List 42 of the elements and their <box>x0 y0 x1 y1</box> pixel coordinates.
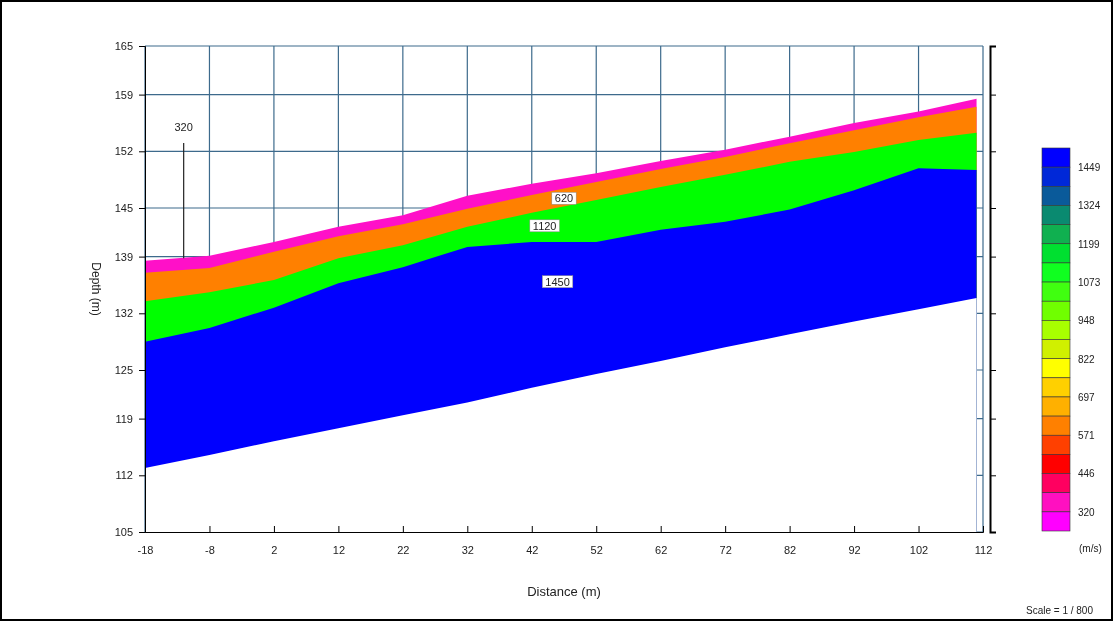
y-tick-label: 159 <box>114 88 133 101</box>
x-tick-label: 2 <box>271 543 278 556</box>
x-tick-label: 22 <box>397 543 410 556</box>
y-tick-label: 125 <box>114 364 133 377</box>
x-tick-label: 92 <box>848 543 861 556</box>
color-bar-label: 1199 <box>1078 238 1100 250</box>
y-tick-label: 112 <box>115 469 133 482</box>
color-bar-label: 948 <box>1078 315 1096 327</box>
color-bar-label: 1324 <box>1078 200 1101 212</box>
color-bar-label: 1073 <box>1078 276 1101 288</box>
y-tick-label: 165 <box>114 40 133 53</box>
color-bar-label: 1449 <box>1078 162 1101 174</box>
y-tick-label: 152 <box>114 145 133 158</box>
y-tick-label: 145 <box>114 202 133 215</box>
color-bar-label: 320 <box>1078 506 1096 518</box>
y-axis-title: Depth (m) <box>89 262 103 316</box>
text: Scale = 1 / 800 <box>1026 605 1094 616</box>
x-tick-label: 12 <box>332 543 346 556</box>
x-tick-label: 82 <box>783 543 797 556</box>
x-tick-label: 52 <box>590 543 603 556</box>
x-axis-title: Distance (m) <box>527 584 601 599</box>
y-tick-label: 132 <box>114 307 133 320</box>
color-bar-label: 822 <box>1078 353 1096 365</box>
x-tick-label: -18 <box>137 543 154 556</box>
annotation: 1120 <box>532 219 557 232</box>
x-tick-label: 32 <box>461 543 474 556</box>
x-tick-label: 112 <box>974 543 993 556</box>
y-tick-label: 105 <box>114 526 133 539</box>
annotation: 320 <box>174 121 193 133</box>
color-bar-label: 446 <box>1078 468 1096 480</box>
y-tick-label: 119 <box>115 412 133 425</box>
color-bar-label: 697 <box>1078 391 1096 403</box>
x-tick-label: -8 <box>205 543 215 556</box>
annotation: 620 <box>554 192 574 205</box>
x-tick-label: 42 <box>526 543 539 556</box>
color-bar-label: 571 <box>1078 430 1096 442</box>
annotation: 1450 <box>545 275 570 288</box>
color-bar-title: (m/s) <box>1079 543 1102 554</box>
x-tick-label: 102 <box>909 543 929 556</box>
x-tick-label: 62 <box>655 543 668 556</box>
y-tick-label: 139 <box>114 250 133 263</box>
x-tick-label: 72 <box>719 543 732 556</box>
